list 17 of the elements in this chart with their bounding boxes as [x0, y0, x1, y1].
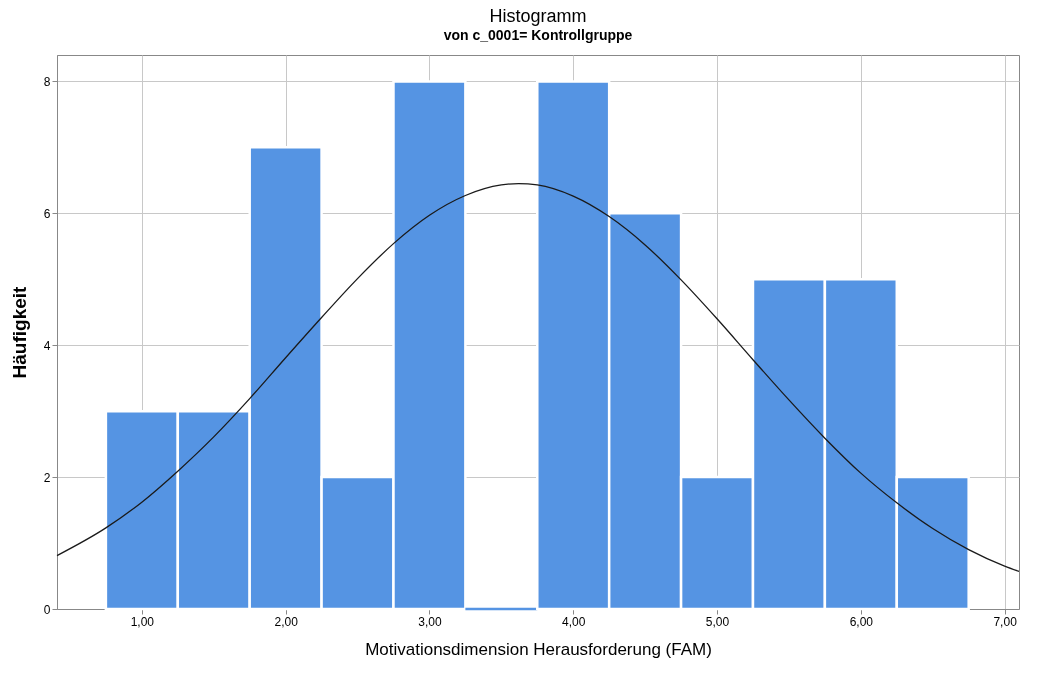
x-tick-label: 1,00 [130, 614, 155, 629]
x-tick-label: 5,00 [705, 614, 730, 629]
y-axis-title: Häufigkeit [8, 285, 30, 379]
x-tick-label: 3,00 [418, 614, 442, 629]
x-axis-title: Motivationsdimension Herausforderung (FAM) [365, 639, 712, 659]
x-tick-label: 6,00 [849, 614, 874, 629]
y-tick-label: 8 [43, 74, 51, 89]
chart-title: Histogramm [489, 6, 587, 26]
y-tick-label: 4 [43, 338, 51, 353]
line-series [56, 182, 1020, 573]
x-tick-label: 7,00 [993, 614, 1018, 629]
x-tick-label: 2,00 [274, 614, 299, 629]
x-tick-label: 4,00 [562, 614, 586, 629]
y-tick-label: 6 [43, 206, 51, 221]
chart-subtitle: von c_0001= Kontrollgruppe [443, 27, 633, 43]
y-tick-label: 2 [43, 470, 51, 485]
y-tick-label: 0 [43, 602, 51, 617]
